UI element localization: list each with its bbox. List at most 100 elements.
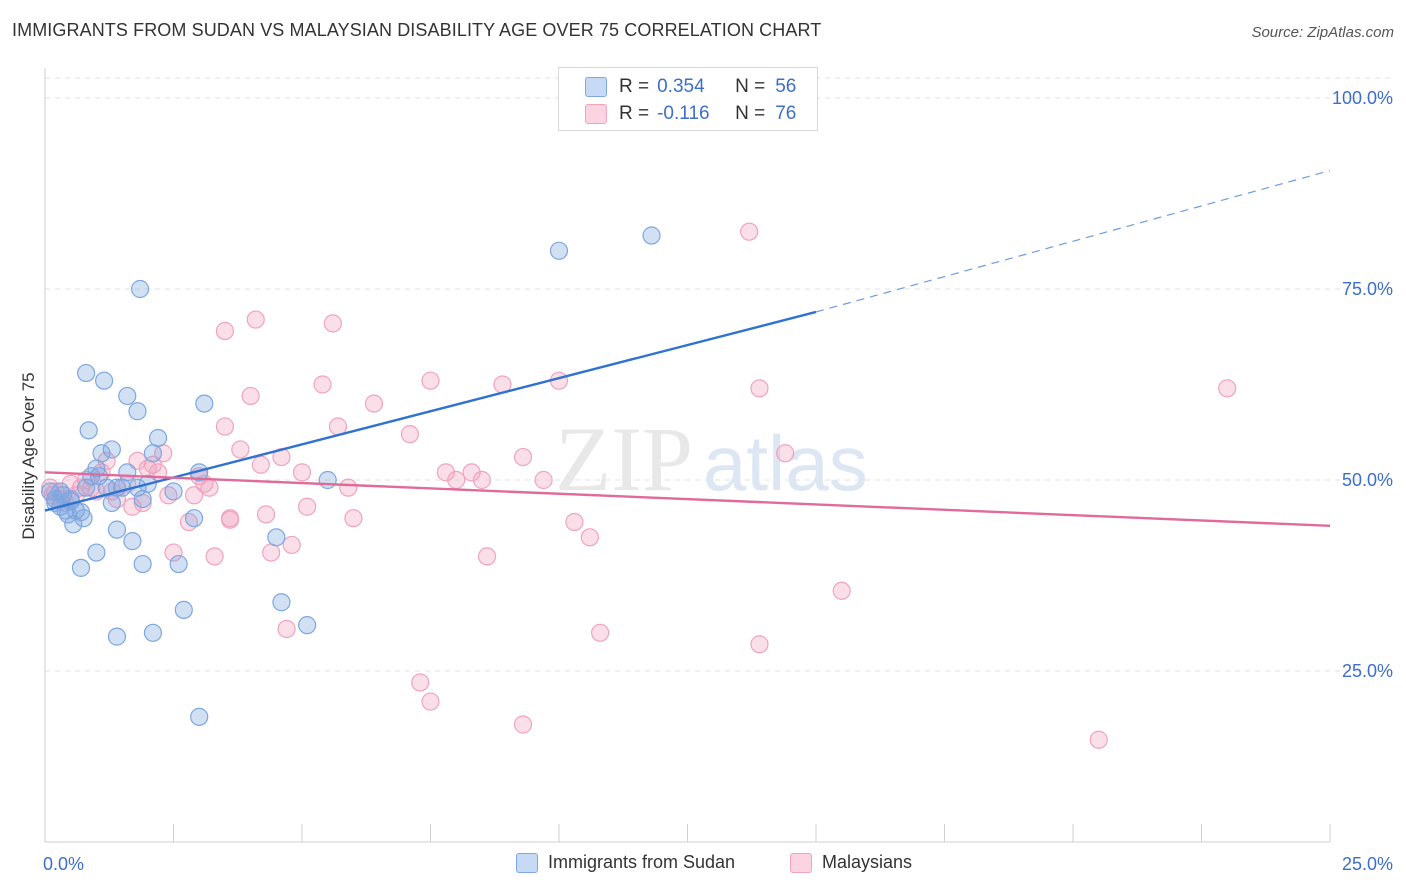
x-tick-label-end: 25.0%	[1342, 854, 1393, 874]
sudan-point	[128, 402, 147, 421]
malaysians-point	[313, 375, 332, 394]
sudan-point	[143, 444, 163, 463]
sudan-point	[74, 509, 93, 528]
legend-row-sudan: R = 0.354 N = 56	[585, 75, 796, 99]
malaysians-point	[513, 447, 533, 467]
malaysians-point	[400, 425, 420, 444]
sudan-point	[64, 515, 83, 534]
malaysians-point	[447, 470, 466, 490]
sudan-point	[51, 482, 70, 501]
bottom-legend-swatch-sudan	[516, 852, 538, 873]
malaysians-point	[123, 497, 142, 516]
legend-r-sudan: 0.354	[657, 76, 705, 97]
malaysians-point	[421, 371, 440, 390]
y-axis-label: Disability Age Over 75	[19, 372, 38, 539]
sudan-point	[118, 463, 137, 482]
bottom-legend-sudan: Immigrants from Sudan	[516, 852, 735, 873]
sudan-point	[102, 440, 121, 459]
sudan-point	[272, 593, 291, 612]
legend-r-label: R =	[619, 76, 650, 97]
malaysians-point	[776, 444, 795, 463]
malaysians-point	[344, 509, 363, 528]
x-tick-label-start: 0.0%	[43, 854, 84, 874]
legend-swatch-sudan	[585, 77, 607, 97]
sudan-points	[41, 226, 661, 726]
sudan-trend-line	[44, 310, 817, 512]
legend-n-label: N =	[735, 76, 766, 97]
legend-r-malaysians: -0.116	[657, 103, 710, 124]
watermark-zip: ZIP	[555, 408, 693, 510]
sudan-point	[318, 470, 337, 490]
malaysians-point	[231, 440, 250, 459]
malaysians-point	[128, 451, 147, 470]
legend-n-malaysians: 76	[775, 103, 797, 124]
sudan-point	[298, 616, 317, 635]
malaysians-point	[411, 673, 430, 692]
malaysians-point	[220, 510, 240, 529]
sudan-point	[184, 509, 204, 528]
sudan-point	[107, 520, 127, 539]
sudan-point	[89, 467, 109, 486]
bottom-legend-label-sudan: Immigrants from Sudan	[548, 852, 736, 872]
sudan-point	[102, 493, 121, 513]
sudan-point	[95, 371, 114, 390]
malaysians-point	[750, 635, 769, 654]
sudan-point	[130, 279, 150, 299]
sudan-point	[79, 421, 98, 440]
malaysians-points	[41, 222, 1237, 749]
axes	[44, 68, 1331, 843]
malaysians-point	[832, 581, 851, 600]
legend-n-label: N =	[735, 103, 766, 124]
malaysians-point	[1218, 379, 1237, 398]
sudan-point	[77, 478, 96, 497]
malaysians-point	[513, 715, 533, 734]
malaysians-point	[292, 463, 312, 482]
legend-n-sudan: 56	[775, 76, 797, 97]
malaysians-point	[436, 463, 456, 482]
y-tick-label: 75.0%	[1342, 279, 1393, 299]
sudan-point	[143, 623, 163, 642]
malaysians-trend-line	[44, 471, 1331, 528]
sudan-point	[71, 558, 91, 577]
source-label: Source: ZipAtlas.com	[1251, 24, 1394, 41]
malaysians-point	[246, 310, 265, 329]
malaysians-point	[184, 486, 204, 505]
y-tick-label: 50.0%	[1342, 470, 1393, 490]
malaysians-point	[421, 692, 440, 711]
sudan-point	[642, 226, 661, 245]
malaysians-point	[750, 379, 769, 398]
watermark: ZIP atlas	[555, 408, 868, 510]
malaysians-point	[200, 478, 219, 497]
legend-row-malaysians: R = -0.116 N = 76	[585, 102, 796, 126]
malaysians-point	[534, 470, 553, 490]
sudan-trend-extension	[815, 170, 1331, 313]
bottom-legend-label-malaysians: Malaysians	[822, 852, 913, 872]
sudan-point	[118, 386, 137, 406]
tick-labels: 25.0% 50.0% 75.0% 100.0% 0.0% 25.0%	[43, 88, 1393, 874]
malaysians-point	[71, 478, 91, 497]
sudan-point	[123, 532, 142, 551]
malaysians-point	[472, 470, 491, 490]
y-tick-label: 25.0%	[1342, 661, 1393, 681]
malaysians-point	[580, 528, 599, 547]
bottom-legend-swatch-malaysians	[790, 852, 812, 873]
malaysians-point	[277, 619, 296, 639]
sudan-point	[112, 478, 132, 497]
malaysians-point	[256, 505, 276, 524]
sudan-point	[133, 554, 152, 574]
gridlines	[45, 77, 1392, 672]
y-tick-label: 100.0%	[1332, 88, 1393, 108]
malaysians-point	[164, 543, 183, 562]
malaysians-point	[251, 455, 270, 474]
sudan-point	[148, 428, 168, 448]
sudan-point	[169, 554, 188, 574]
sudan-point	[549, 241, 569, 260]
legend-r-label: R =	[619, 103, 650, 124]
malaysians-point	[298, 497, 317, 516]
sudan-point	[164, 482, 183, 501]
malaysians-point	[241, 386, 260, 406]
chart-title: IMMIGRANTS FROM SUDAN VS MALAYSIAN DISAB…	[12, 20, 822, 40]
malaysians-point	[205, 547, 224, 566]
malaysians-point	[364, 394, 384, 413]
